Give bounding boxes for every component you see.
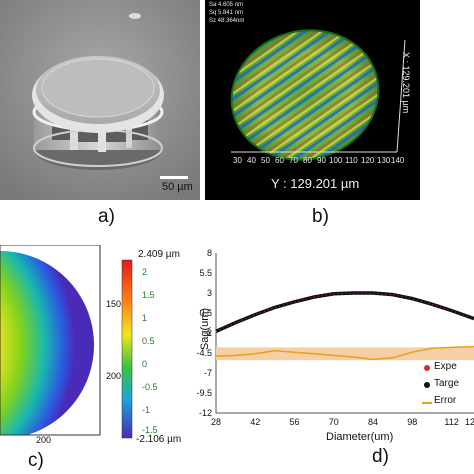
y-tick-label: -12 — [199, 408, 212, 418]
legend-label-expe: Expe — [434, 361, 457, 372]
x-tick: 40 — [247, 156, 256, 165]
panel-b: Sa 4.605 nm Sq 5.841 nm Sz 48.364nm 30 4… — [205, 0, 420, 200]
height-map — [0, 245, 133, 439]
y-tick-label: 3 — [207, 288, 212, 298]
legend-item-expe: Expe — [422, 361, 474, 378]
y-tick-label: 0.5 — [199, 308, 212, 318]
caption-d: d) — [372, 446, 389, 467]
colorbar-tick: 1.5 — [142, 290, 155, 300]
x-tick-label: 98 — [407, 417, 417, 427]
panel-d: 8 5.5 3 0.5 -2 -4.5 -7 -9.5 -12 28 42 56 70 84 98 112 12… — [190, 245, 474, 474]
x-tick-label: 112 — [444, 417, 458, 427]
legend-marker-error — [422, 402, 432, 404]
colorbar-max-label: 2.409 µm — [138, 249, 180, 260]
x-tick-label: 84 — [368, 417, 378, 427]
x-tick: 130 — [377, 156, 391, 165]
x-axis-label: Diameter(um) — [326, 431, 394, 443]
x-tick: 110 — [345, 156, 358, 165]
caption-b: b) — [312, 206, 329, 227]
caption-c: c) — [28, 450, 44, 471]
stat-sa: Sa 4.605 nm — [209, 2, 244, 8]
y-tick-label: -9.5 — [196, 388, 212, 398]
x-tick: 100 — [329, 156, 343, 165]
series-line-error — [215, 345, 474, 361]
colorbar-tick: 1 — [142, 313, 148, 323]
x-readout: X : 129.201 µm — [401, 52, 411, 114]
legend-item-targe: Targe — [422, 378, 474, 395]
x-tick: 70 — [289, 156, 298, 165]
scale-bar-label: 50 µm — [162, 181, 193, 193]
map-y-tick: 200 — [106, 371, 122, 381]
series-line-targe — [215, 291, 474, 333]
y-tick-label: -4.5 — [196, 348, 212, 358]
colorbar-tick: -0.5 — [142, 382, 158, 392]
x-tick: 90 — [317, 156, 326, 165]
x-tick: 60 — [275, 156, 284, 165]
x-tick-row: 30 40 50 60 70 80 90 100 110 120 130 140 — [233, 156, 405, 168]
x-tick: 50 — [261, 156, 270, 165]
x-tick-label: 42 — [250, 417, 260, 427]
x-tick-label: 56 — [290, 417, 300, 427]
panel-a: 50 µm — [0, 0, 200, 200]
map-y-tick: 150 — [106, 299, 122, 309]
y-tick-label: 8 — [207, 248, 212, 258]
panel-c: 2.409 µm 2 1.5 1 0.5 0 -0.5 -1 -1.5 -2.1… — [0, 245, 200, 474]
y-tick-label: -7 — [204, 368, 212, 378]
colorbar-min-label: -2.106 µm — [136, 434, 182, 445]
x-tick: 140 — [391, 156, 405, 165]
caption-a: a) — [98, 206, 115, 227]
legend-marker-targe — [424, 382, 430, 388]
legend: Expe Targe Error — [422, 361, 474, 412]
x-tick: 120 — [361, 156, 375, 165]
colorbar-tick: -1 — [142, 405, 151, 415]
x-tick-label: 28 — [211, 417, 221, 427]
legend-label-error: Error — [434, 395, 457, 406]
colorbar-tick: 0.5 — [142, 336, 155, 346]
legend-marker-expe — [424, 365, 430, 371]
axes — [215, 253, 474, 414]
colorbar-tick: 2 — [142, 267, 148, 277]
y-tick-label: 5.5 — [199, 268, 212, 278]
stat-sq: Sq 5.841 nm — [209, 10, 244, 16]
series-line-expe — [215, 292, 474, 332]
legend-label-targe: Targe — [434, 378, 460, 389]
colorbar-tick: -1.5 — [142, 425, 158, 435]
x-tick-label: 12 — [465, 417, 474, 427]
x-tick: 30 — [233, 156, 242, 165]
x-tick-label: 70 — [329, 417, 339, 427]
map-x-tick: 200 — [36, 435, 52, 445]
sem-image — [0, 0, 200, 200]
y-readout: Y : 129.201 µm — [271, 176, 360, 191]
y-tick-label: -2 — [204, 328, 212, 338]
x-tick: 80 — [303, 156, 312, 165]
stat-sz: Sz 48.364nm — [209, 18, 245, 24]
y-axis-label: Sag(um) — [199, 307, 212, 351]
surface-map-3d — [230, 29, 406, 161]
colorbar-tick: 0 — [142, 359, 148, 369]
legend-item-error: Error — [422, 395, 474, 412]
